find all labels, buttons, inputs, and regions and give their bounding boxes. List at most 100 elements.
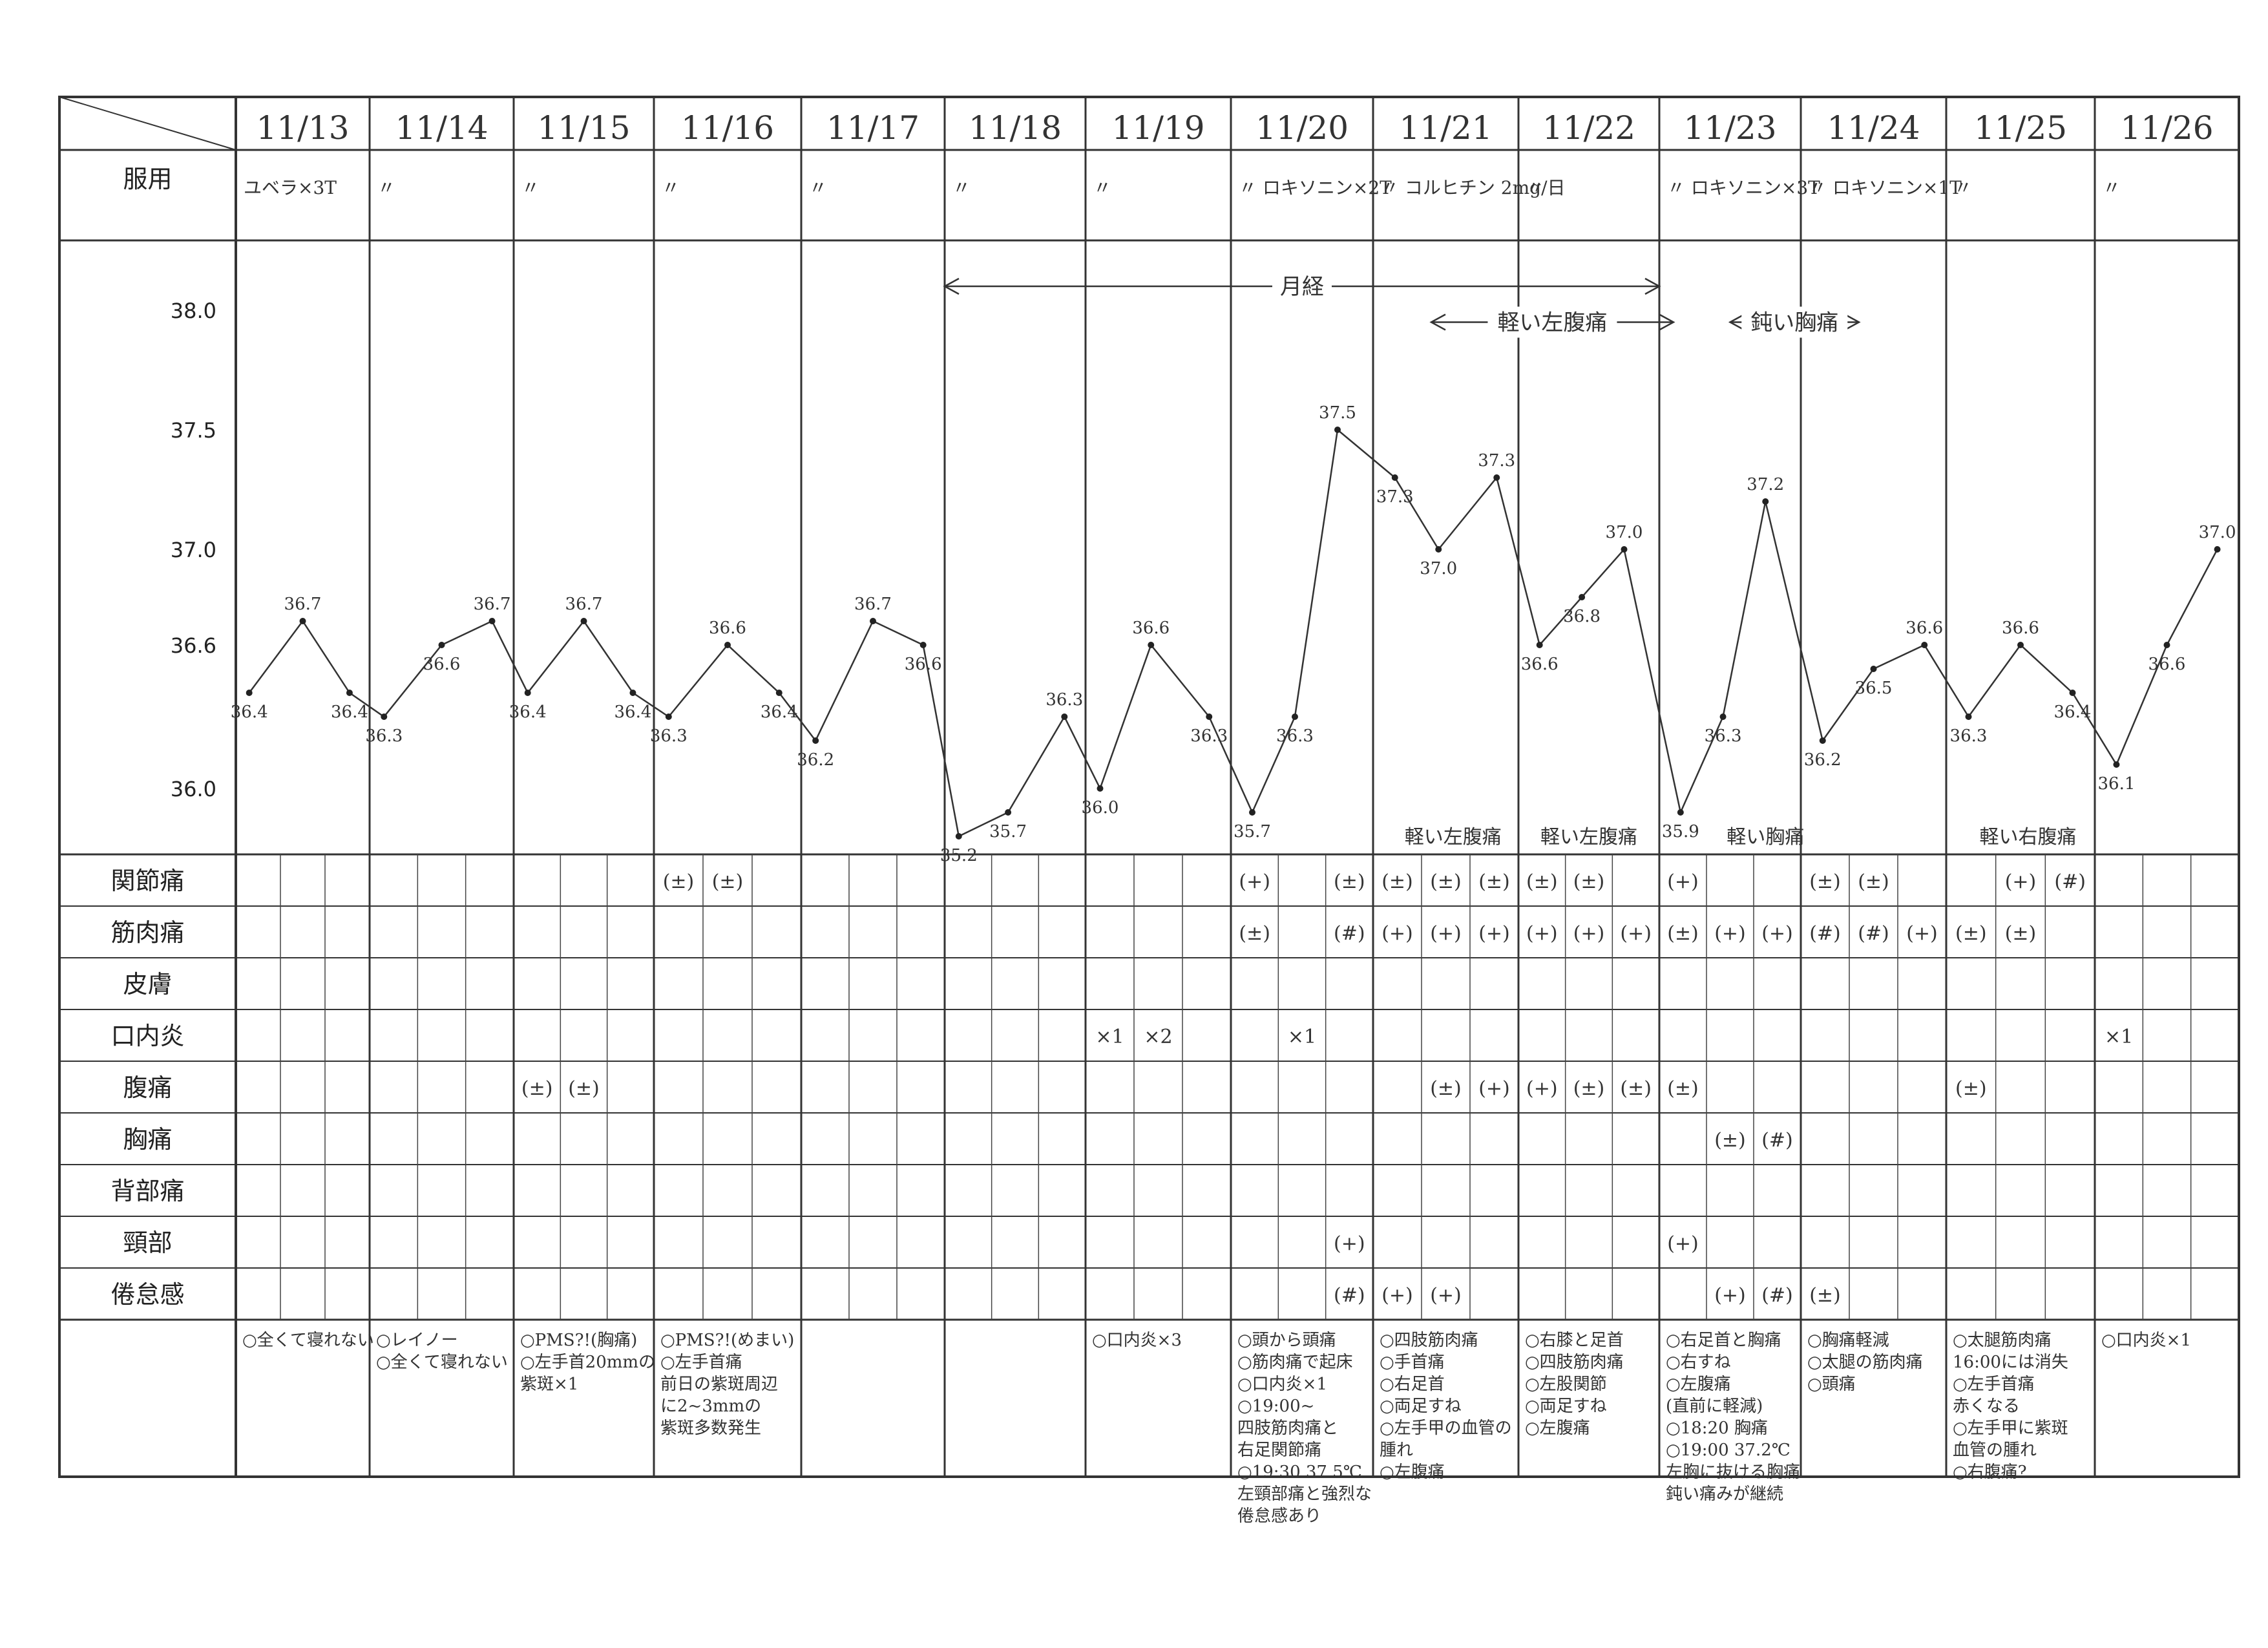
date-header: 11/19 (1111, 109, 1204, 147)
symptom-mark: (±) (1858, 871, 1889, 893)
note-line: 紫斑×1 (520, 1375, 578, 1394)
temperature-point (1621, 546, 1628, 553)
note-line: (直前に軽減) (1666, 1397, 1763, 1416)
symptom-mark: (#) (1334, 922, 1365, 945)
temperature-point (580, 618, 587, 624)
medication-entry: 〃 (952, 177, 971, 198)
medication-entry: 〃 (377, 177, 395, 198)
temperature-point (1334, 427, 1341, 433)
note-line: ○左腹痛 (1666, 1375, 1731, 1394)
temperature-point (919, 642, 927, 648)
symptom-mark: ×1 (1288, 1026, 1316, 1048)
temperature-label: 36.7 (565, 595, 603, 614)
note-line: 紫斑多数発生 (660, 1419, 761, 1438)
symptom-mark: (#) (1858, 922, 1889, 945)
symptom-mark: (±) (1381, 871, 1413, 893)
span-label: 月経 (1280, 274, 1324, 300)
note-line: ○右すね (1666, 1353, 1731, 1372)
medication-entry: 〃 コルヒチン 2mg/日 (1381, 177, 1566, 198)
temperature-label: 36.6 (423, 655, 461, 674)
date-header: 11/14 (395, 109, 488, 147)
symptom-mark: (+) (1620, 922, 1652, 945)
note-line: ○左手甲に紫斑 (1953, 1419, 2068, 1438)
temperature-label: 35.7 (989, 822, 1027, 841)
span-label-bg (1272, 271, 1332, 302)
note-line: ○右腹痛? (1953, 1463, 2027, 1482)
temperature-label: 36.4 (509, 703, 547, 722)
date-header: 11/21 (1399, 109, 1492, 147)
temperature-label: 36.4 (331, 703, 368, 722)
y-tick-label: 37.0 (171, 538, 216, 562)
symptom-mark: (±) (1809, 871, 1841, 893)
symptom-mark: (±) (1526, 871, 1558, 893)
note-line: ○両足すね (1525, 1397, 1607, 1416)
corner-diagonal (59, 96, 236, 151)
note-line: ○胸痛軽減 (1807, 1331, 1889, 1350)
symptom-mark: (±) (1955, 1077, 1987, 1100)
temperature-label: 36.2 (797, 750, 834, 770)
temperature-point (1719, 713, 1727, 720)
note-line: ○左股関節 (1525, 1375, 1607, 1394)
note-line: ○両足すね (1380, 1397, 1462, 1416)
date-header: 11/13 (256, 109, 349, 147)
temperature-label: 35.7 (1234, 822, 1271, 841)
symptom-mark: (±) (1573, 871, 1605, 893)
symptom-mark: (+) (1381, 1284, 1413, 1307)
temperature-point (1579, 594, 1586, 600)
note-line: ○筋肉痛で起床 (1237, 1353, 1353, 1372)
temperature-label: 36.4 (2054, 703, 2092, 722)
symptom-mark: (±) (1667, 1077, 1699, 1100)
date-header: 11/23 (1683, 109, 1776, 147)
note-line: ○頭痛 (1807, 1375, 1856, 1394)
temperature-label: 36.3 (1190, 726, 1228, 746)
span-arrow-right (1844, 313, 1861, 331)
note-line: ○口内炎×3 (1092, 1331, 1182, 1350)
temperature-label: 36.4 (614, 703, 652, 722)
temperature-line (248, 428, 2218, 838)
symptom-mark: (+) (1430, 1284, 1462, 1307)
temperature-point (629, 690, 636, 696)
plot-note: 軽い左腹痛 (1540, 826, 1637, 849)
date-header: 11/24 (1827, 109, 1920, 147)
temperature-label: 36.7 (474, 595, 511, 614)
temperature-point (1536, 642, 1543, 648)
table-frame (58, 96, 2240, 1478)
temperature-label: 36.6 (1132, 618, 1170, 638)
note-line: に2~3mmの (660, 1397, 761, 1416)
symptom-mark: (±) (1430, 1077, 1462, 1100)
symptom-mark: (±) (1430, 871, 1462, 893)
note-line: 前日の紫斑周辺 (660, 1375, 778, 1394)
note-line: 鈍い痛みが継続 (1666, 1484, 1783, 1504)
symptom-mark: (#) (2054, 871, 2086, 893)
temperature-label: 36.6 (905, 655, 942, 674)
symptom-label: 倦怠感 (110, 1280, 184, 1309)
note-line: ○左手甲の血管の (1380, 1419, 1512, 1438)
note-line: 右足関節痛 (1237, 1441, 1321, 1460)
symptom-mark: (±) (1573, 1077, 1605, 1100)
temperature-label: 37.3 (1376, 487, 1414, 507)
temperature-label: 35.2 (940, 846, 978, 865)
note-line: ○レイノー (376, 1331, 458, 1350)
temperature-point (438, 642, 445, 648)
span-label: 鈍い胸痛 (1750, 310, 1838, 336)
symptom-mark: (+) (1239, 871, 1270, 893)
symptom-label: 皮膚 (123, 970, 172, 998)
date-header: 11/16 (681, 109, 774, 147)
temperature-label: 35.9 (1662, 822, 1699, 841)
symptom-mark: (+) (1906, 922, 1938, 945)
temperature-point (1148, 642, 1155, 648)
temperature-point (1391, 474, 1398, 481)
symptom-label: 関節痛 (110, 867, 184, 895)
temperature-point (1292, 713, 1298, 720)
temperature-point (812, 737, 819, 744)
note-line: ○口内炎×1 (2101, 1331, 2191, 1350)
note-line: ○左手首痛 (1953, 1375, 2035, 1394)
symptom-label: 頸部 (123, 1229, 172, 1257)
note-line: ○PMS?!(めまい) (660, 1331, 794, 1350)
note-line: ○四肢筋肉痛 (1380, 1331, 1478, 1350)
symptom-mark: (±) (1809, 1284, 1841, 1307)
span-arrow-right (1644, 277, 1661, 295)
symptom-mark: (+) (1334, 1232, 1365, 1255)
date-header: 11/20 (1255, 109, 1349, 147)
symptom-mark: (±) (1955, 922, 1987, 945)
